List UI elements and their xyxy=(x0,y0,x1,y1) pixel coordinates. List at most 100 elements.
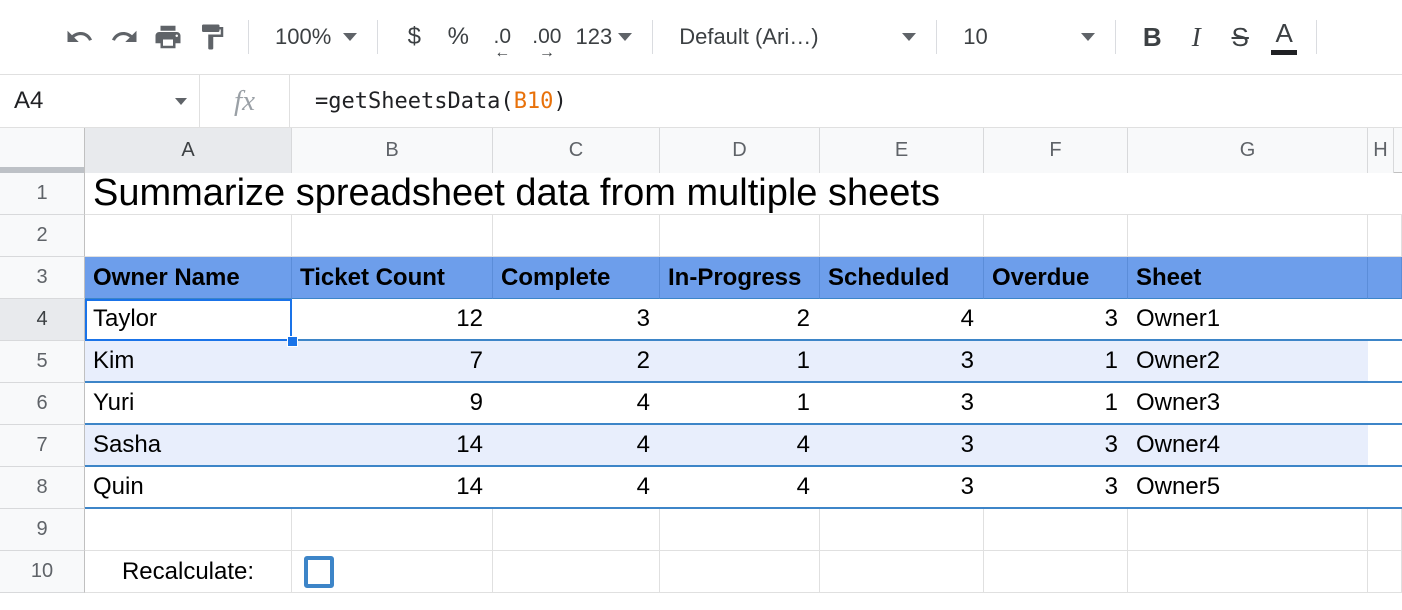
increase-decimal-button[interactable]: .00 → xyxy=(524,15,569,61)
column-header-a[interactable]: A xyxy=(85,128,292,173)
bold-button[interactable]: B xyxy=(1142,21,1162,52)
cell-d5[interactable]: 1 xyxy=(660,341,820,383)
cell-g4[interactable]: Owner1 xyxy=(1128,299,1368,341)
row-header-7[interactable]: 7 xyxy=(0,425,85,467)
cell-g10[interactable] xyxy=(1128,551,1368,593)
cell-h3[interactable] xyxy=(1368,257,1402,299)
cell-c10[interactable] xyxy=(493,551,660,593)
cell-h9[interactable] xyxy=(1368,509,1402,551)
cell-a2[interactable] xyxy=(85,215,292,257)
fill-handle[interactable] xyxy=(287,336,298,347)
cell-e10[interactable] xyxy=(820,551,984,593)
table-header-ticket-count[interactable]: Ticket Count xyxy=(292,257,493,299)
select-all-corner[interactable] xyxy=(0,128,85,173)
currency-format-button[interactable]: $ xyxy=(407,23,421,50)
cell-b5[interactable]: 7 xyxy=(292,341,493,383)
cell-h7[interactable] xyxy=(1368,425,1402,467)
column-header-c[interactable]: C xyxy=(493,128,660,173)
cell-f2[interactable] xyxy=(984,215,1128,257)
cell-c6[interactable]: 4 xyxy=(493,383,660,425)
cell-h2[interactable] xyxy=(1368,215,1402,257)
cell-f4[interactable]: 3 xyxy=(984,299,1128,341)
row-header-10[interactable]: 10 xyxy=(0,551,85,593)
cell-h8[interactable] xyxy=(1368,467,1402,509)
cell-a6[interactable]: Yuri xyxy=(85,383,292,425)
cell-c4[interactable]: 3 xyxy=(493,299,660,341)
cell-e7[interactable]: 3 xyxy=(820,425,984,467)
cell-f8[interactable]: 3 xyxy=(984,467,1128,509)
cell-b7[interactable]: 14 xyxy=(292,425,493,467)
cell-f5[interactable]: 1 xyxy=(984,341,1128,383)
table-header-owner-name[interactable]: Owner Name xyxy=(85,257,292,299)
cell-h10[interactable] xyxy=(1368,551,1402,593)
cell-g5[interactable]: Owner2 xyxy=(1128,341,1368,383)
undo-button[interactable] xyxy=(58,15,102,59)
cell-e2[interactable] xyxy=(820,215,984,257)
redo-button[interactable] xyxy=(102,15,146,59)
cell-f9[interactable] xyxy=(984,509,1128,551)
decrease-decimal-button[interactable]: .0 ← xyxy=(480,15,524,61)
font-size-selector[interactable]: 10 xyxy=(951,15,1101,59)
strikethrough-button[interactable]: S xyxy=(1231,21,1249,52)
row-header-8[interactable]: 8 xyxy=(0,467,85,509)
column-header-e[interactable]: E xyxy=(820,128,984,173)
cell-b9[interactable] xyxy=(292,509,493,551)
column-header-f[interactable]: F xyxy=(984,128,1128,173)
number-format-selector[interactable]: 123 xyxy=(569,15,638,59)
cell-b10[interactable] xyxy=(292,551,493,593)
paint-format-button[interactable] xyxy=(190,15,234,59)
cell-g9[interactable] xyxy=(1128,509,1368,551)
cell-d9[interactable] xyxy=(660,509,820,551)
formula-input[interactable]: =getSheetsData(B10) xyxy=(290,75,1402,127)
row-header-9[interactable]: 9 xyxy=(0,509,85,551)
table-header-scheduled[interactable]: Scheduled xyxy=(820,257,984,299)
cell-f7[interactable]: 3 xyxy=(984,425,1128,467)
cell-d10[interactable] xyxy=(660,551,820,593)
percent-format-button[interactable]: % xyxy=(447,23,469,50)
cell-a5[interactable]: Kim xyxy=(85,341,292,383)
cell-a9[interactable] xyxy=(85,509,292,551)
row-header-3[interactable]: 3 xyxy=(0,257,85,299)
cell-e6[interactable]: 3 xyxy=(820,383,984,425)
row-header-2[interactable]: 2 xyxy=(0,215,85,257)
cell-a4[interactable]: Taylor xyxy=(85,299,292,341)
row-header-5[interactable]: 5 xyxy=(0,341,85,383)
column-header-h[interactable]: H xyxy=(1368,128,1394,173)
cell-f6[interactable]: 1 xyxy=(984,383,1128,425)
table-header-in-progress[interactable]: In-Progress xyxy=(660,257,820,299)
cell-h5[interactable] xyxy=(1368,341,1402,383)
cell-b2[interactable] xyxy=(292,215,493,257)
cell-b4[interactable]: 12 xyxy=(292,299,493,341)
column-header-b[interactable]: B xyxy=(292,128,493,173)
zoom-selector[interactable]: 100% xyxy=(263,15,363,59)
font-family-selector[interactable]: Default (Ari…) xyxy=(667,15,922,59)
column-header-g[interactable]: G xyxy=(1128,128,1368,173)
cell-h4[interactable] xyxy=(1368,299,1402,341)
name-box[interactable]: A4 xyxy=(0,75,200,127)
cell-c9[interactable] xyxy=(493,509,660,551)
cell-d6[interactable]: 1 xyxy=(660,383,820,425)
row-header-1[interactable]: 1 xyxy=(0,173,85,215)
cell-e4[interactable]: 4 xyxy=(820,299,984,341)
cell-g7[interactable]: Owner4 xyxy=(1128,425,1368,467)
cell-e5[interactable]: 3 xyxy=(820,341,984,383)
cell-d2[interactable] xyxy=(660,215,820,257)
cell-h6[interactable] xyxy=(1368,383,1402,425)
print-button[interactable] xyxy=(146,15,190,59)
cell-g8[interactable]: Owner5 xyxy=(1128,467,1368,509)
cell-g2[interactable] xyxy=(1128,215,1368,257)
table-header-sheet[interactable]: Sheet xyxy=(1128,257,1368,299)
cell-g6[interactable]: Owner3 xyxy=(1128,383,1368,425)
row-header-4[interactable]: 4 xyxy=(0,299,85,341)
cell-b8[interactable]: 14 xyxy=(292,467,493,509)
cell-a7[interactable]: Sasha xyxy=(85,425,292,467)
cell-a8[interactable]: Quin xyxy=(85,467,292,509)
cell-c2[interactable] xyxy=(493,215,660,257)
page-title[interactable]: Summarize spreadsheet data from multiple… xyxy=(85,172,1402,215)
cell-e9[interactable] xyxy=(820,509,984,551)
text-color-button[interactable]: A xyxy=(1262,15,1306,59)
table-header-complete[interactable]: Complete xyxy=(493,257,660,299)
italic-button[interactable]: I xyxy=(1191,21,1201,52)
recalculate-checkbox[interactable] xyxy=(304,555,334,588)
cell-f10[interactable] xyxy=(984,551,1128,593)
